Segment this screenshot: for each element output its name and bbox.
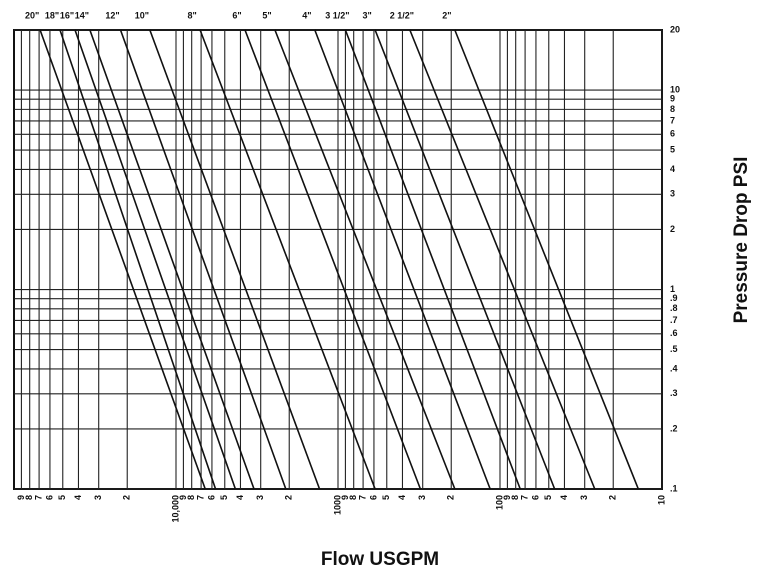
y-tick-label: 7 (670, 115, 675, 125)
x-tick-label: 6 (206, 495, 216, 500)
y-tick-label: .2 (670, 423, 678, 433)
series-label: 16" (60, 10, 74, 20)
series-label: 5" (262, 10, 271, 20)
x-tick-label: 5 (219, 495, 229, 500)
pipe-line (344, 29, 521, 490)
series-label: 2 1/2" (390, 10, 414, 20)
x-tick-label: 10 (656, 495, 666, 505)
pipe-line (454, 29, 640, 490)
pipe-line (274, 29, 456, 490)
x-tick-label: 5 (543, 495, 553, 500)
x-tick-label: 6 (44, 495, 54, 500)
x-tick-label: 7 (33, 495, 43, 500)
x-tick-label: 3 (579, 495, 589, 500)
y-tick-label: 10 (670, 84, 680, 94)
y-axis-label: Pressure Drop PSI (731, 157, 752, 324)
x-tick-label: 5 (381, 495, 391, 500)
y-tick-label: .6 (670, 328, 678, 338)
y-tick-label: .1 (670, 483, 678, 493)
pipe-line (244, 29, 422, 490)
x-tick-label: 7 (357, 495, 367, 500)
x-tick-label: 8 (348, 495, 358, 500)
x-tick-label: 100 (494, 495, 504, 510)
x-tick-label: 9 (340, 495, 350, 500)
y-tick-label: 20 (670, 24, 680, 34)
x-tick-label: 2 (122, 495, 132, 500)
series-label: 14" (75, 10, 89, 20)
pipe-line (374, 29, 556, 490)
pipe-line (39, 29, 206, 490)
pipe-line (59, 29, 217, 490)
x-tick-label: 1000 (332, 495, 342, 515)
x-tick-label: 2 (446, 495, 456, 500)
y-tick-label: 2 (670, 224, 675, 234)
x-tick-label: 7 (519, 495, 529, 500)
pipe-line (119, 29, 287, 490)
y-tick-label: .4 (670, 363, 678, 373)
y-tick-label: .8 (670, 303, 678, 313)
x-tick-label: 9 (16, 495, 26, 500)
x-tick-label: 4 (73, 495, 83, 500)
x-tick-label: 3 (93, 495, 103, 500)
y-tick-label: .3 (670, 388, 678, 398)
x-tick-label: 2 (608, 495, 618, 500)
series-label: 3 1/2" (325, 10, 349, 20)
pipe-line (314, 29, 491, 490)
y-tick-label: .5 (670, 344, 678, 354)
series-label: 18" (45, 10, 59, 20)
pipe-line (199, 29, 376, 490)
x-tick-label: 6 (368, 495, 378, 500)
x-tick-label: 4 (235, 495, 245, 500)
x-tick-label: 4 (559, 495, 569, 500)
x-tick-label: 5 (57, 495, 67, 500)
x-tick-label: 7 (195, 495, 205, 500)
x-tick-label: 2 (284, 495, 294, 500)
y-tick-label: 8 (670, 104, 675, 114)
x-tick-label: 10,000 (170, 495, 180, 523)
pipe-line (89, 29, 255, 490)
x-tick-label: 8 (510, 495, 520, 500)
series-label: 2" (442, 10, 451, 20)
x-tick-label: 8 (24, 495, 34, 500)
series-label: 4" (302, 10, 311, 20)
x-tick-label: 3 (255, 495, 265, 500)
y-tick-label: .9 (670, 293, 678, 303)
y-tick-label: 4 (670, 164, 675, 174)
y-tick-label: 6 (670, 129, 675, 139)
pipe-line (74, 29, 237, 490)
series-label: 6" (232, 10, 241, 20)
x-tick-label: 9 (178, 495, 188, 500)
series-label: 8" (187, 10, 196, 20)
x-axis-label: Flow USGPM (321, 549, 439, 570)
pipe-line (149, 29, 321, 490)
pipe-line (409, 29, 596, 490)
x-tick-label: 3 (417, 495, 427, 500)
x-tick-label: 4 (397, 495, 407, 500)
x-tick-label: 8 (186, 495, 196, 500)
y-tick-label: 3 (670, 189, 675, 199)
series-label: 3" (362, 10, 371, 20)
y-tick-label: .7 (670, 315, 678, 325)
y-tick-label: 1 (670, 284, 675, 294)
y-tick-label: 5 (670, 144, 675, 154)
x-tick-label: 9 (502, 495, 512, 500)
x-tick-label: 6 (530, 495, 540, 500)
series-label: 12" (105, 10, 119, 20)
series-label: 20" (25, 10, 39, 20)
y-tick-label: 9 (670, 94, 675, 104)
series-label: 10" (135, 10, 149, 20)
